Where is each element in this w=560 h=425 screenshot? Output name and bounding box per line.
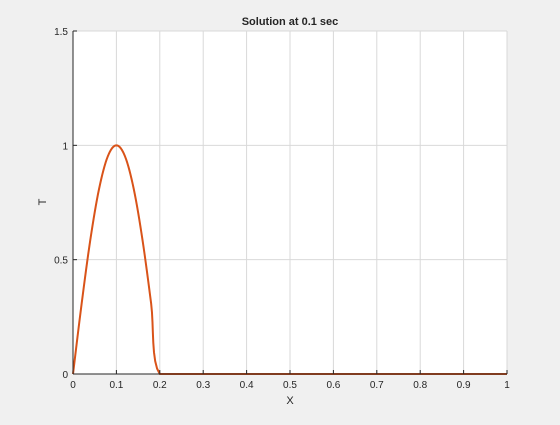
x-tick-label: 0.3 <box>196 380 210 391</box>
x-tick-label: 0.8 <box>413 380 427 391</box>
y-tick-label: 0 <box>62 370 68 381</box>
x-tick-label: 0.7 <box>370 380 384 391</box>
x-tick-label: 1 <box>504 380 510 391</box>
x-axis-label: X <box>286 395 294 407</box>
x-tick-label: 0.1 <box>109 380 123 391</box>
y-tick-label: 1.5 <box>54 27 68 38</box>
x-tick-label: 0.4 <box>240 380 254 391</box>
x-tick-label: 0.6 <box>326 380 340 391</box>
x-tick-label: 0.9 <box>457 380 471 391</box>
x-tick-label: 0.2 <box>153 380 167 391</box>
y-tick-label: 1 <box>62 141 68 152</box>
chart-title: Solution at 0.1 sec <box>242 16 339 28</box>
x-tick-label: 0 <box>70 380 76 391</box>
x-tick-label: 0.5 <box>283 380 297 391</box>
y-axis-label: T <box>37 198 49 205</box>
y-tick-label: 0.5 <box>54 256 68 267</box>
